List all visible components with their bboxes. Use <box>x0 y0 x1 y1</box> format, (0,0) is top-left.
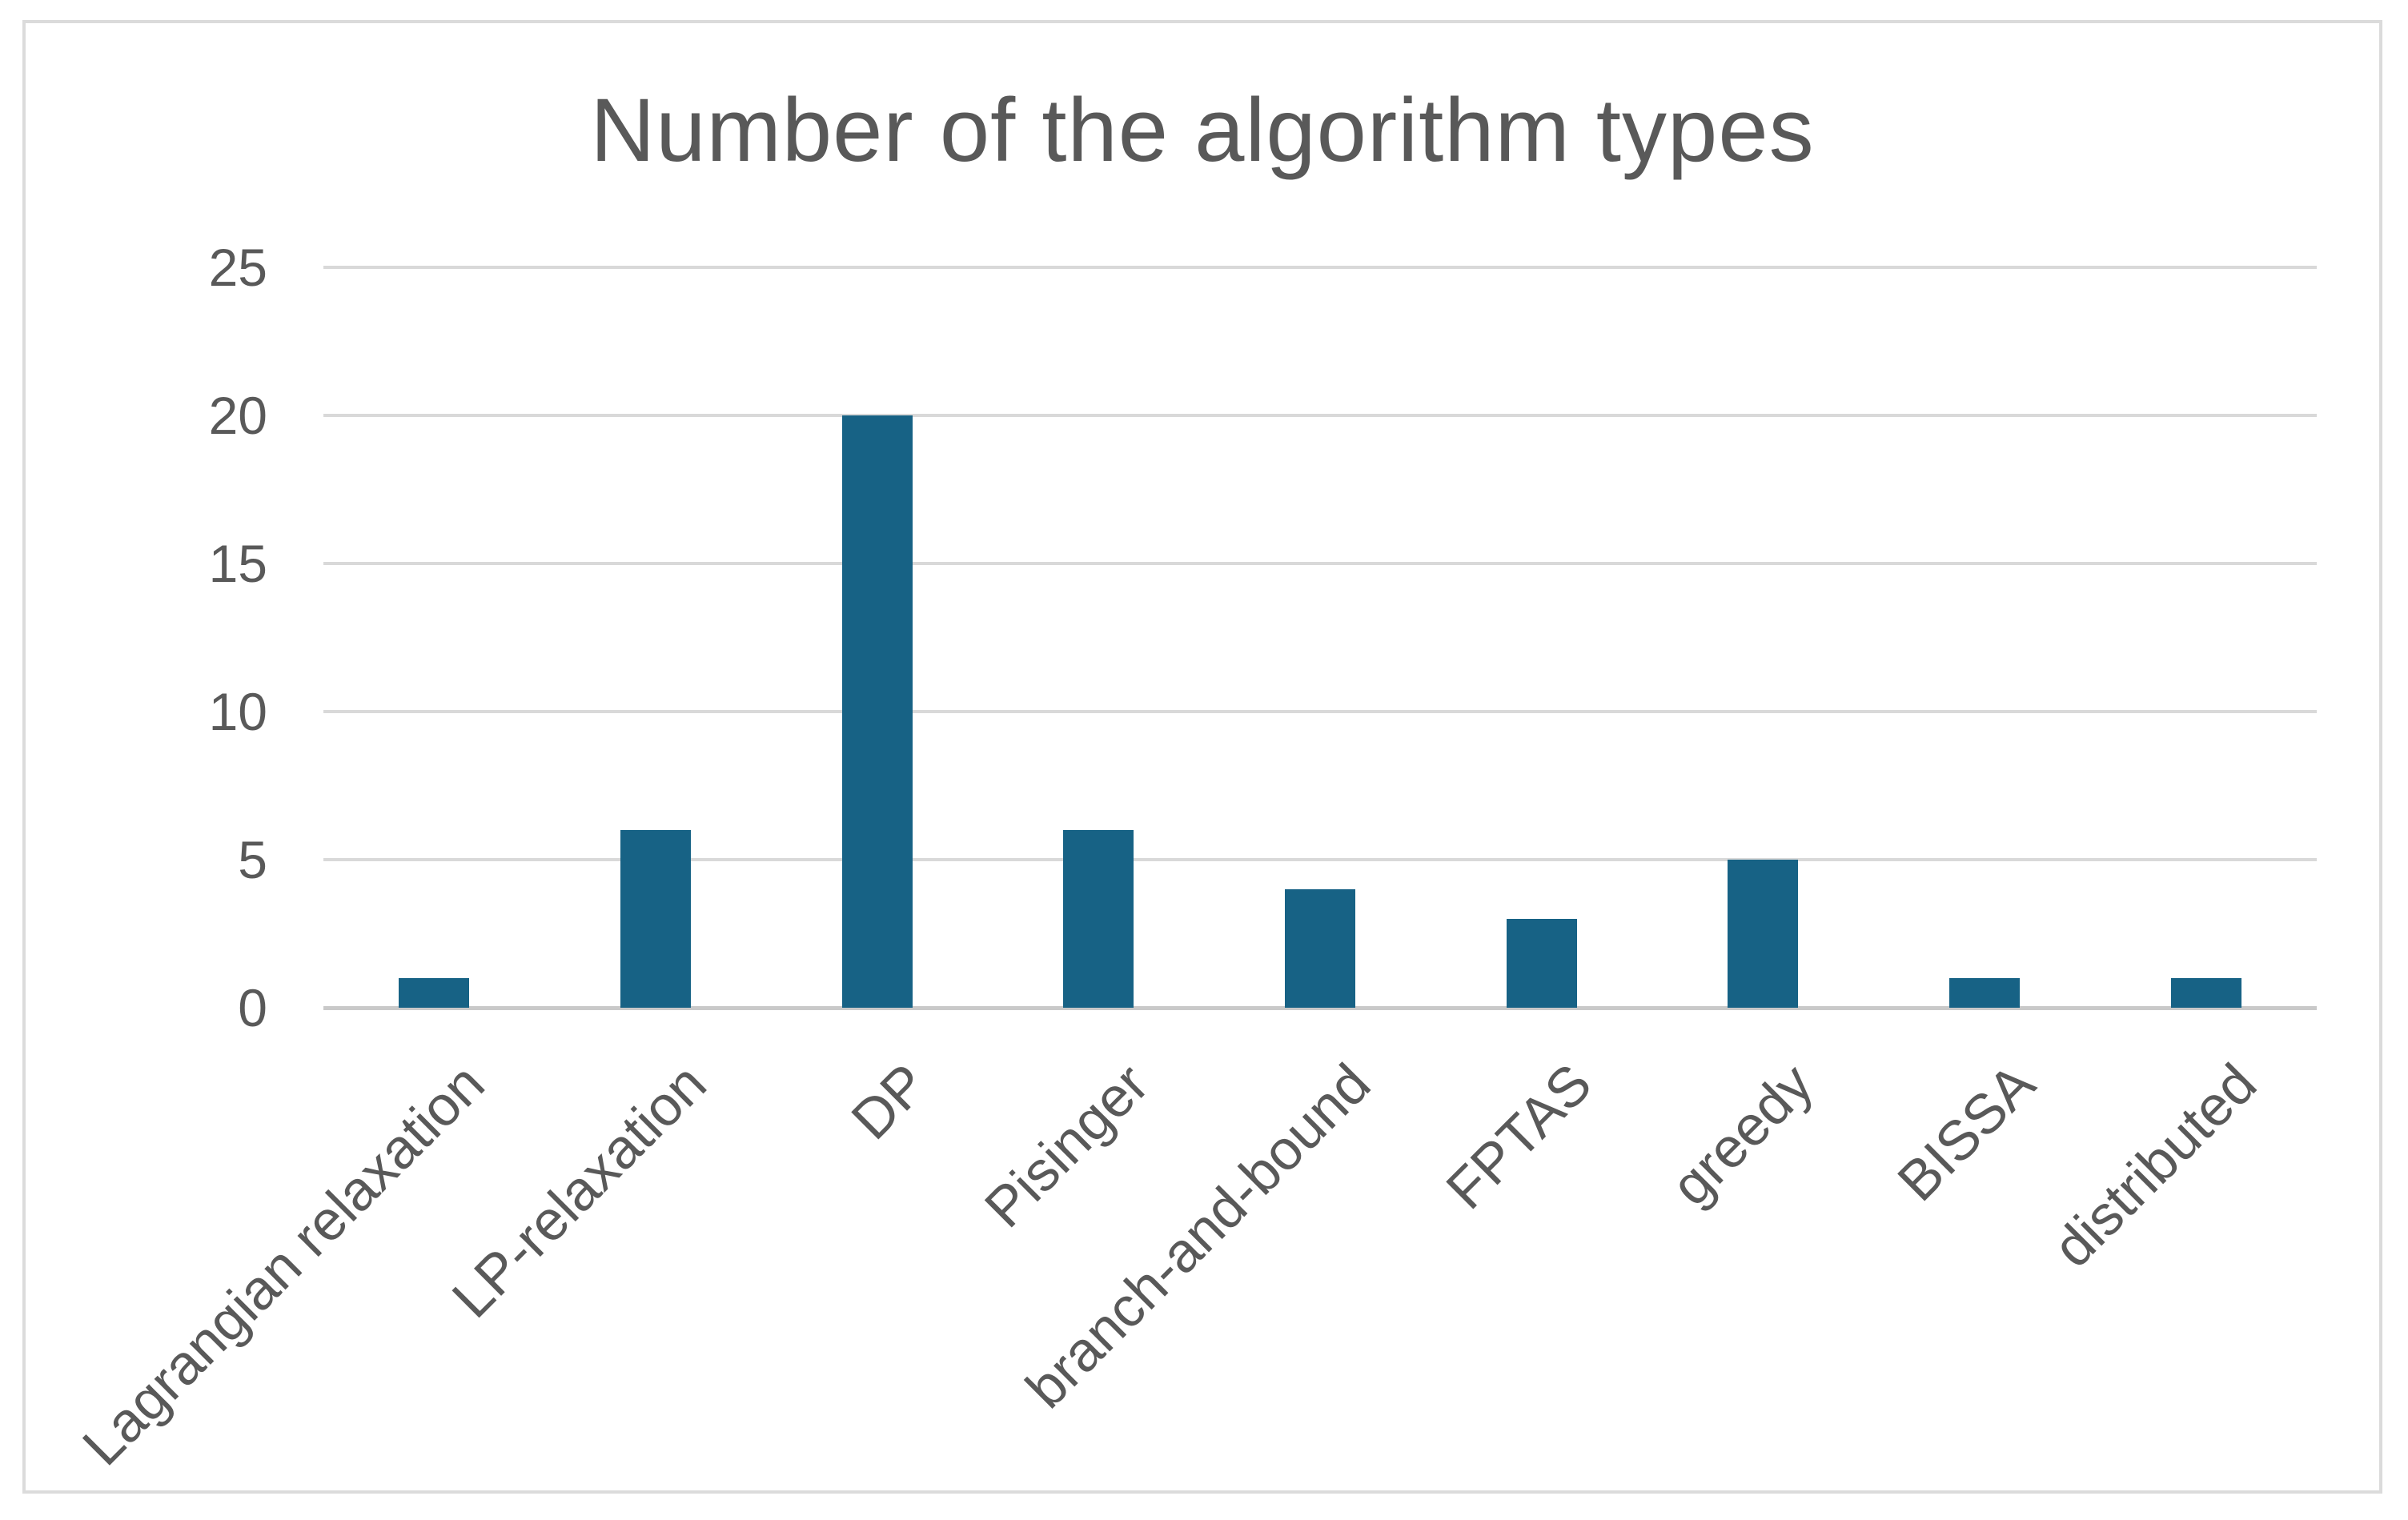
bar-greedy <box>1728 860 1799 1008</box>
x-category-label: Lagrangian relaxation <box>70 1052 496 1478</box>
y-tick-label: 15 <box>208 534 267 593</box>
bar-fptas <box>1506 919 1577 1008</box>
x-category-label: greedy <box>1660 1052 1825 1217</box>
chart-frame: Number of the algorithm types 0 5 10 15 20 25… <box>22 20 2382 1494</box>
y-axis: 0 5 10 15 20 25 <box>26 241 267 1034</box>
bars-layer <box>323 267 2317 1008</box>
bar-pisinger <box>1063 830 1134 1008</box>
y-tick-label: 5 <box>238 830 267 889</box>
x-category-label: FPTAS <box>1435 1052 1603 1221</box>
x-axis: Lagrangian relaxation LP-relaxation DP Pisi… <box>70 1008 2317 1494</box>
y-tick-label: 25 <box>208 238 267 297</box>
gridline <box>323 562 2317 565</box>
chart-title: Number of the algorithm types <box>590 80 1815 180</box>
y-tick-label: 20 <box>208 386 267 445</box>
gridline <box>323 414 2317 417</box>
bar-lagrangian-relaxation <box>399 978 470 1008</box>
bar-bissa <box>1949 978 2020 1008</box>
y-tick-label: 10 <box>208 682 267 741</box>
gridline <box>323 858 2317 861</box>
gridline <box>323 266 2317 269</box>
gridline <box>323 710 2317 713</box>
x-category-label: DP <box>840 1052 939 1152</box>
x-category-label: distributed <box>2041 1052 2268 1279</box>
plot-area <box>323 266 2317 1010</box>
y-tick-label: 0 <box>238 978 267 1037</box>
bar-lp-relaxation <box>620 830 691 1008</box>
x-category-label: Pisinger <box>973 1052 1161 1240</box>
x-category-label: BISSA <box>1885 1052 2047 1213</box>
bar-branch-and-bound <box>1285 889 1355 1008</box>
bar-distributed <box>2170 978 2241 1008</box>
x-axis-line <box>323 1006 2317 1010</box>
bar-dp <box>841 415 913 1008</box>
